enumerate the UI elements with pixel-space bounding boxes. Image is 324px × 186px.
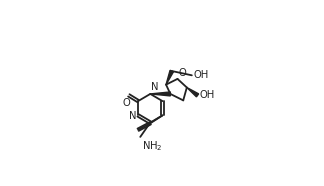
Text: NH$_2$: NH$_2$ [142,139,162,153]
Text: O: O [179,68,187,78]
Text: N: N [129,111,137,121]
Text: OH: OH [193,70,209,80]
Polygon shape [150,92,170,96]
Polygon shape [187,87,199,97]
Text: OH: OH [199,90,214,100]
Text: O: O [123,98,131,108]
Polygon shape [166,70,173,85]
Text: N: N [151,82,159,92]
